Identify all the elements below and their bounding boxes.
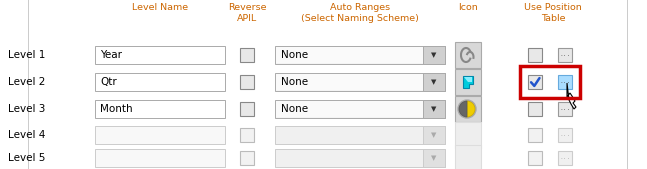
Bar bbox=[28, 0, 29, 169]
Text: Reverse
APIL: Reverse APIL bbox=[228, 3, 267, 23]
Bar bbox=[528, 75, 542, 89]
Text: ···: ··· bbox=[560, 54, 571, 58]
Bar bbox=[275, 73, 445, 91]
Text: Use Position
Table: Use Position Table bbox=[524, 3, 582, 23]
Text: Level 5: Level 5 bbox=[8, 153, 45, 163]
Text: None: None bbox=[281, 104, 308, 114]
Bar bbox=[455, 69, 481, 95]
Text: Level 2: Level 2 bbox=[8, 77, 45, 87]
Text: ▼: ▼ bbox=[432, 132, 437, 138]
Polygon shape bbox=[463, 76, 473, 88]
Text: ···: ··· bbox=[560, 134, 571, 139]
Bar bbox=[528, 151, 542, 165]
Text: ···: ··· bbox=[560, 107, 571, 113]
Text: None: None bbox=[281, 50, 308, 60]
Bar bbox=[558, 102, 572, 116]
Wedge shape bbox=[459, 101, 467, 117]
Text: ···: ··· bbox=[560, 80, 571, 86]
Text: ▼: ▼ bbox=[432, 155, 437, 161]
Text: None: None bbox=[281, 77, 308, 87]
Text: Level Name: Level Name bbox=[132, 3, 188, 12]
Bar bbox=[276, 101, 444, 117]
Bar bbox=[275, 126, 445, 144]
Bar bbox=[627, 0, 628, 169]
Bar bbox=[240, 48, 254, 62]
Bar bbox=[528, 128, 542, 142]
Bar bbox=[423, 100, 445, 118]
Bar bbox=[95, 73, 225, 91]
Bar bbox=[528, 102, 542, 116]
Text: Month: Month bbox=[100, 104, 133, 114]
Bar bbox=[558, 48, 572, 62]
Polygon shape bbox=[567, 83, 576, 109]
Bar bbox=[455, 42, 481, 68]
Bar bbox=[423, 149, 445, 167]
Text: Icon: Icon bbox=[458, 3, 478, 12]
Text: Level 1: Level 1 bbox=[8, 50, 45, 60]
Bar bbox=[558, 151, 572, 165]
Bar bbox=[240, 128, 254, 142]
Bar bbox=[240, 75, 254, 89]
Text: ▼: ▼ bbox=[432, 106, 437, 112]
Bar bbox=[275, 100, 445, 118]
Bar bbox=[423, 46, 445, 64]
Bar bbox=[528, 48, 542, 62]
Wedge shape bbox=[467, 101, 475, 117]
Text: ▼: ▼ bbox=[432, 79, 437, 85]
Bar bbox=[558, 128, 572, 142]
Bar bbox=[95, 46, 225, 64]
Bar bbox=[276, 74, 444, 90]
Bar bbox=[95, 126, 225, 144]
Bar bbox=[423, 73, 445, 91]
Bar bbox=[275, 46, 445, 64]
Bar bbox=[455, 96, 481, 122]
Text: Level 4: Level 4 bbox=[8, 130, 45, 140]
Bar bbox=[455, 122, 481, 148]
Bar bbox=[95, 100, 225, 118]
Bar bbox=[520, 66, 580, 98]
Bar bbox=[240, 151, 254, 165]
Text: Year: Year bbox=[100, 50, 122, 60]
Text: Qtr: Qtr bbox=[100, 77, 116, 87]
Text: Level 3: Level 3 bbox=[8, 104, 45, 114]
Text: ···: ··· bbox=[560, 156, 571, 162]
Polygon shape bbox=[464, 77, 472, 82]
Bar bbox=[558, 75, 572, 89]
Bar bbox=[455, 145, 481, 169]
Bar bbox=[95, 149, 225, 167]
Circle shape bbox=[458, 100, 476, 118]
Bar bbox=[275, 149, 445, 167]
Text: Auto Ranges
(Select Naming Scheme): Auto Ranges (Select Naming Scheme) bbox=[301, 3, 419, 23]
Bar bbox=[240, 102, 254, 116]
Bar bbox=[423, 126, 445, 144]
Text: ▼: ▼ bbox=[432, 52, 437, 58]
Bar bbox=[276, 47, 444, 63]
